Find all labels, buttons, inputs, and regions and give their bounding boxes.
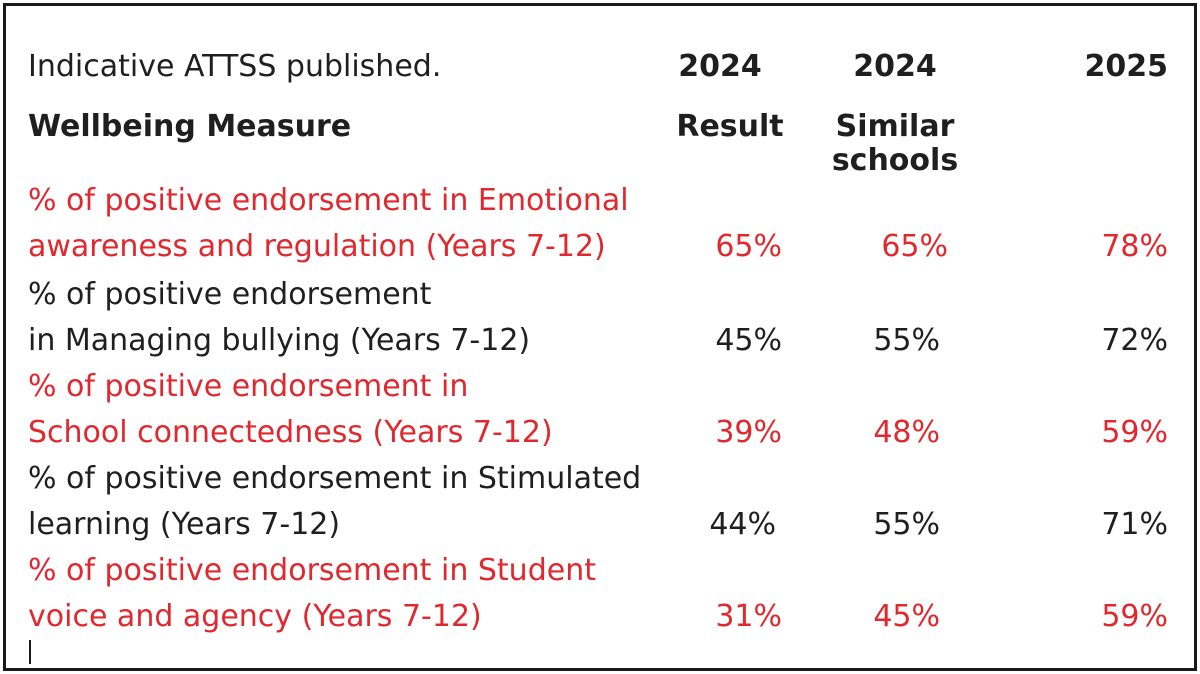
col3-year-header: 2025 bbox=[1084, 49, 1169, 84]
similar-2024: 45% bbox=[873, 599, 940, 634]
measure-line1: % of positive endorsement in bbox=[28, 369, 469, 404]
intro-text: Indicative ATTSS published. bbox=[28, 49, 442, 84]
measure-line2: voice and agency (Years 7-12) bbox=[28, 599, 482, 634]
value-2025: 78% bbox=[1101, 229, 1168, 264]
result-2024: 45% bbox=[715, 323, 782, 358]
measure-line1: % of positive endorsement bbox=[28, 277, 432, 312]
result-2024: 65% bbox=[715, 229, 782, 264]
similar-2024: 55% bbox=[873, 507, 940, 542]
value-2025: 72% bbox=[1101, 323, 1168, 358]
result-2024: 39% bbox=[715, 415, 782, 450]
measure-line1: % of positive endorsement in Stimulated bbox=[28, 461, 642, 496]
measure-line2: learning (Years 7-12) bbox=[28, 507, 341, 542]
measure-line2: in Managing bullying (Years 7-12) bbox=[28, 323, 531, 358]
result-2024: 31% bbox=[715, 599, 782, 634]
table-frame bbox=[3, 3, 1197, 671]
measure-line1: % of positive endorsement in Emotional bbox=[28, 183, 629, 218]
col1-year-header: 2024 bbox=[678, 49, 762, 84]
similar-2024: 48% bbox=[873, 415, 940, 450]
text-cursor bbox=[29, 640, 31, 664]
measure-line2: School connectedness (Years 7-12) bbox=[28, 415, 553, 450]
value-2025: 71% bbox=[1101, 507, 1168, 542]
value-2025: 59% bbox=[1101, 415, 1168, 450]
similar-2024: 55% bbox=[873, 323, 940, 358]
similar-2024: 65% bbox=[881, 229, 948, 264]
col2-label-line1: Similar bbox=[835, 109, 955, 144]
col2-year-header: 2024 bbox=[853, 49, 937, 84]
measure-line2: awareness and regulation (Years 7-12) bbox=[28, 229, 606, 264]
col1-label-header: Result bbox=[676, 109, 784, 144]
result-2024: 44% bbox=[709, 507, 776, 542]
measure-line1: % of positive endorsement in Student bbox=[28, 553, 596, 588]
measure-column-header: Wellbeing Measure bbox=[28, 109, 352, 144]
value-2025: 59% bbox=[1101, 599, 1168, 634]
col2-label-line2: schools bbox=[831, 143, 959, 178]
